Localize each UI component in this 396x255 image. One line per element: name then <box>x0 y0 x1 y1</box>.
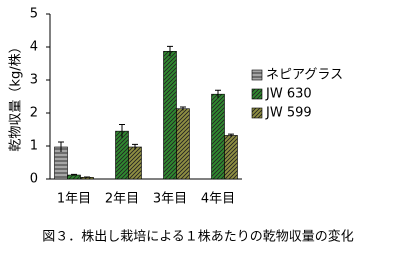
bar <box>176 108 190 180</box>
y-tick-label: 2 <box>30 106 38 121</box>
legend-label: ネピアグラス <box>266 68 343 83</box>
y-tick-label: 3 <box>30 73 38 88</box>
bar <box>128 146 142 180</box>
legend-label: JW 599 <box>265 106 312 121</box>
x-tick-label: 1年目 <box>57 192 91 207</box>
error-bar <box>228 133 234 137</box>
error-bar <box>58 141 64 152</box>
legend-swatch <box>251 69 263 81</box>
x-tick-label: 3年目 <box>153 192 187 207</box>
error-bar <box>167 45 173 57</box>
caption: 図３．株出し栽培による１株あたりの乾物収量の変化 <box>42 229 354 245</box>
y-tick-label: 1 <box>30 139 38 154</box>
bar <box>163 50 177 180</box>
bar <box>115 130 129 180</box>
y-tick-label: 5 <box>30 7 38 22</box>
legend-swatch <box>251 88 263 100</box>
error-bar <box>119 124 125 138</box>
x-tick-label: 4年目 <box>201 192 235 207</box>
error-bar <box>180 106 186 111</box>
bar <box>211 93 225 180</box>
error-bar <box>132 143 138 150</box>
legend-label: JW 630 <box>265 87 312 102</box>
bar <box>224 135 238 180</box>
legend-swatch <box>251 107 263 119</box>
error-bar <box>84 176 90 178</box>
y-axis-label: 乾物収量（kg/株） <box>9 40 24 151</box>
x-tick-label: 2年目 <box>105 192 139 207</box>
error-bar <box>71 173 77 176</box>
error-bar <box>215 89 221 99</box>
y-tick-label: 4 <box>30 40 38 55</box>
y-tick-label: 0 <box>30 172 38 187</box>
